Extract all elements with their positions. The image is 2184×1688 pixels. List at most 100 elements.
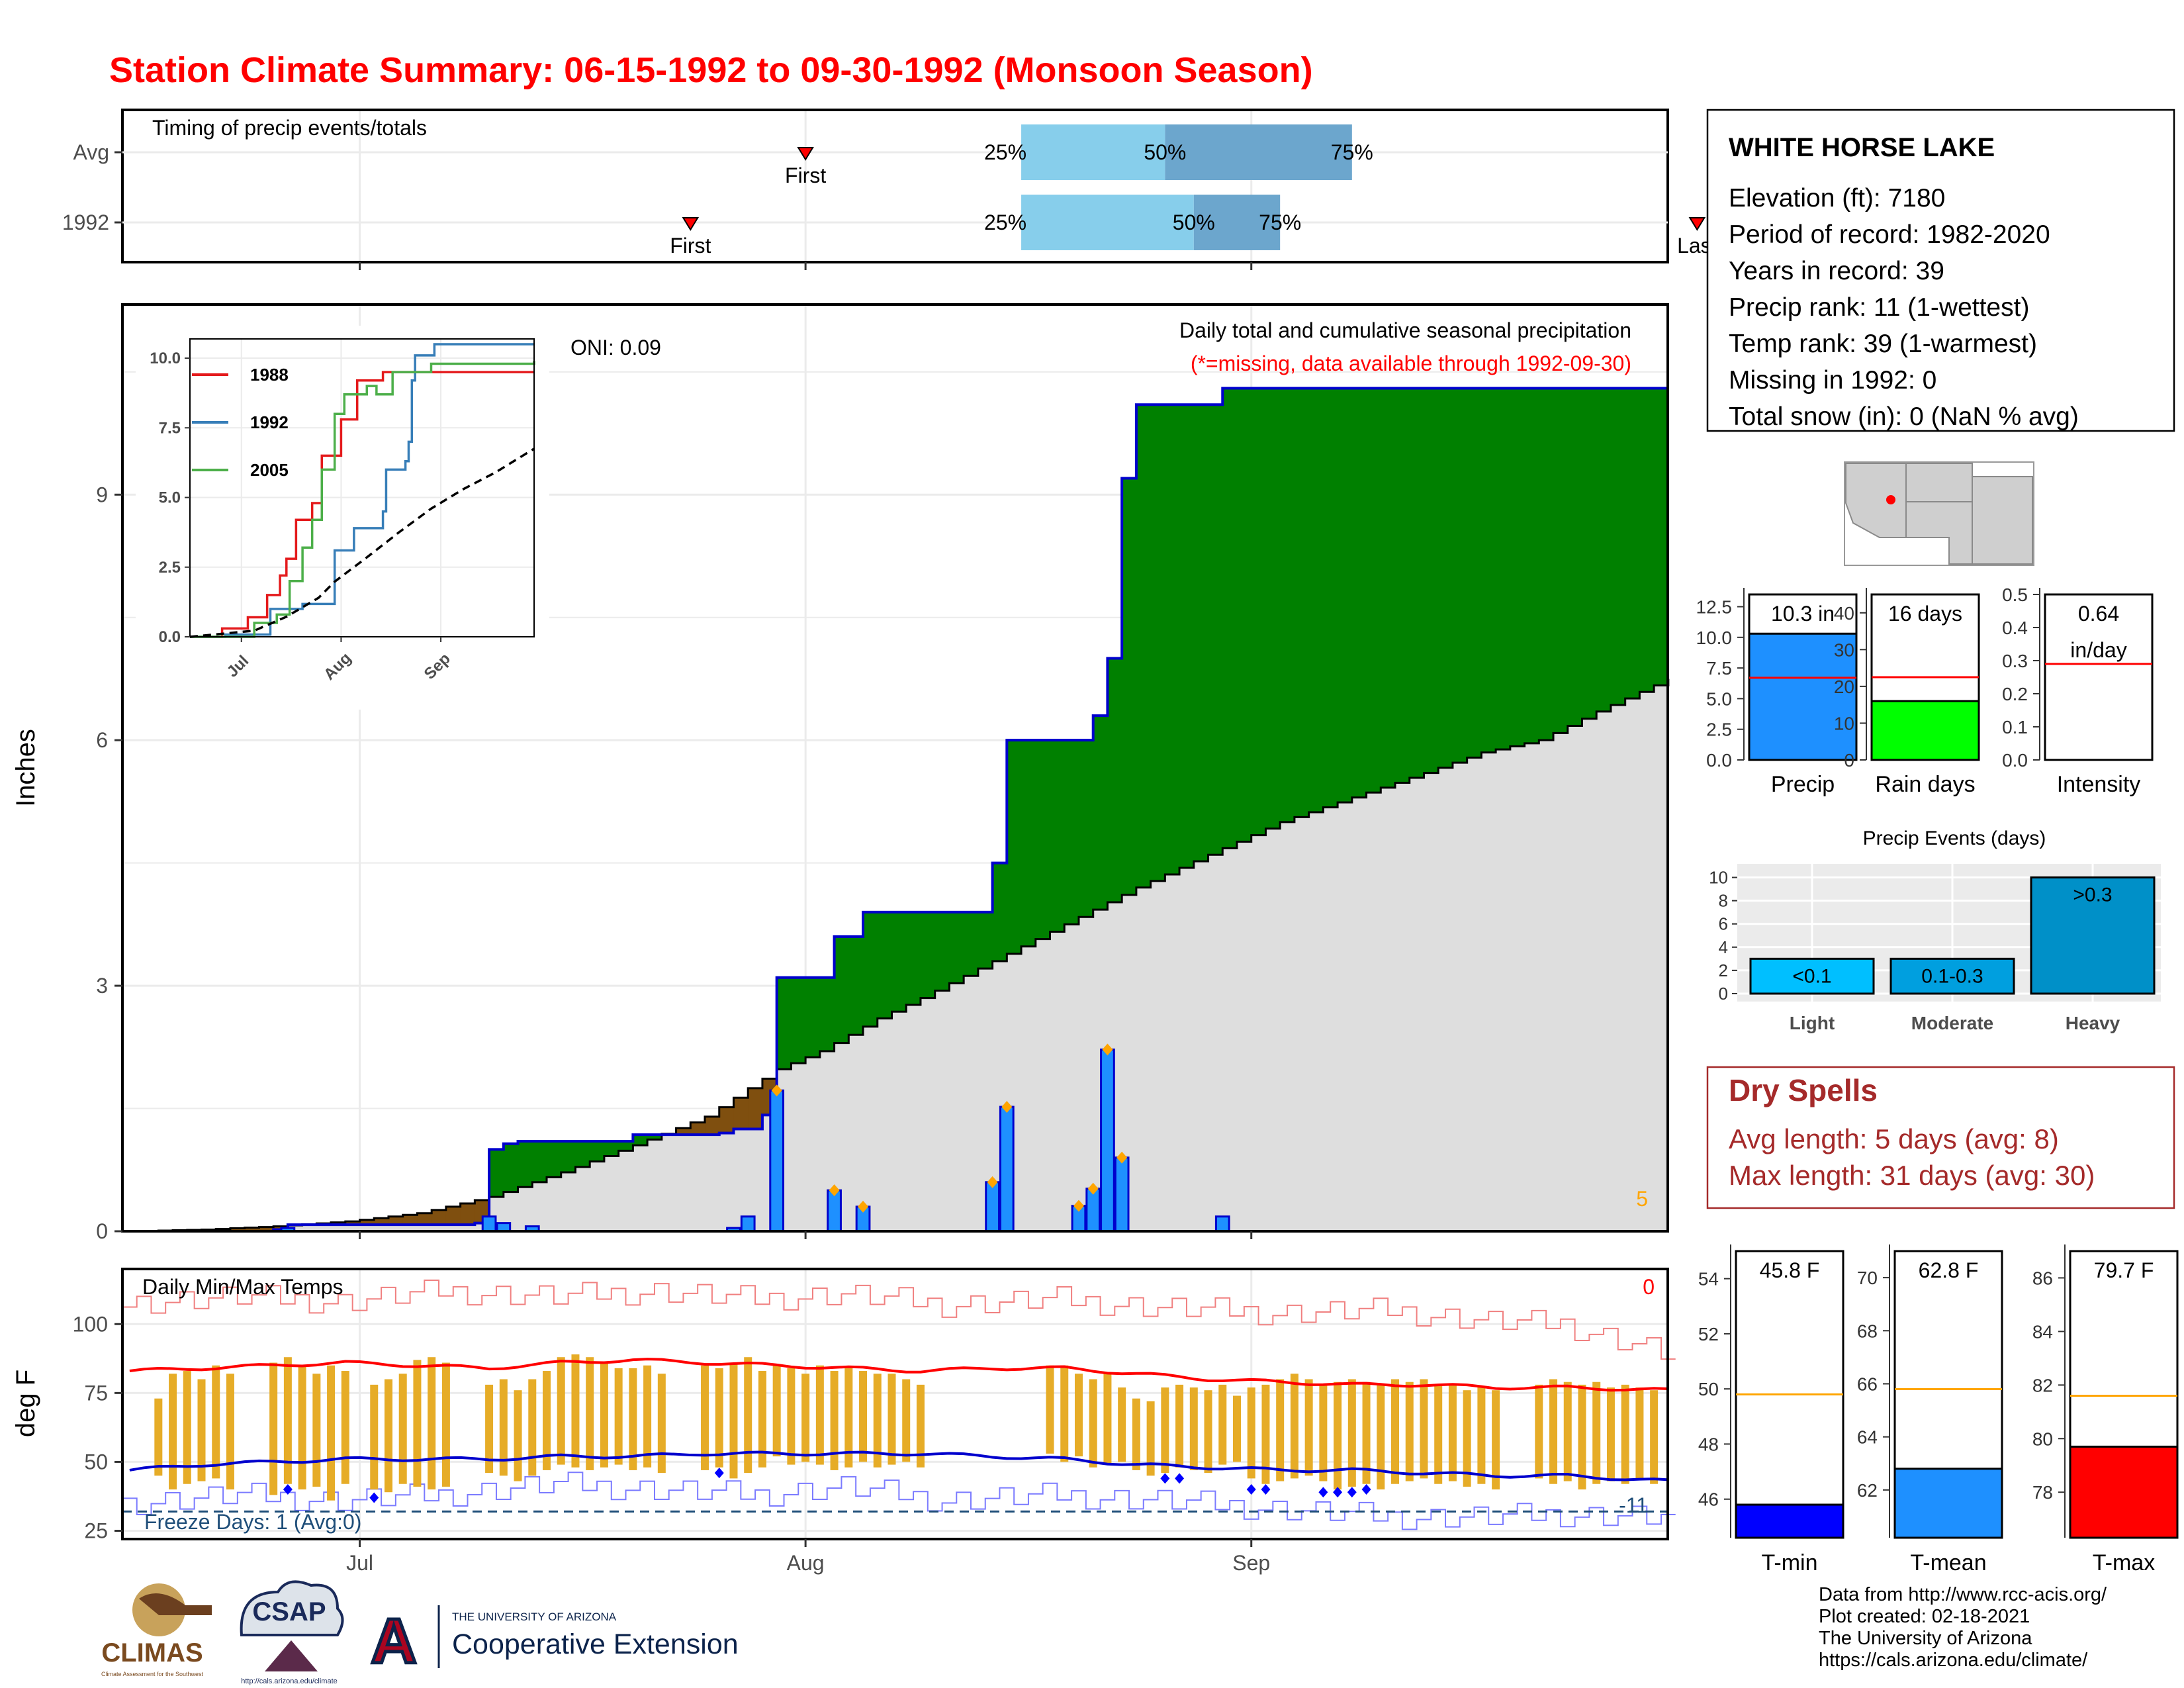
footer-credits: Data from http://www.rcc-acis.org/Plot c…: [1819, 1584, 2107, 1671]
daily-temp-range-bar: [1132, 1398, 1140, 1470]
daily-precip-bar: [985, 1181, 1000, 1233]
above-average-fill: [1050, 740, 1065, 932]
gauge-label: Intensity: [2057, 772, 2141, 797]
above-average-fill: [1107, 658, 1122, 902]
events-bar: [1889, 957, 2015, 995]
daily-temp-range-bar: [1304, 1379, 1313, 1476]
above-average-fill: [561, 1141, 576, 1172]
coop-extension: Cooperative Extension: [452, 1628, 739, 1660]
gauge-charts: 0.02.55.07.510.012.5 10.3 inPrecip0102030…: [1696, 585, 2179, 1575]
above-average-fill: [1179, 404, 1195, 868]
above-average-fill: [877, 912, 892, 1019]
gauge-value-label: 16 days: [1888, 602, 1962, 626]
daily-temp-range-bar: [1218, 1384, 1227, 1465]
freeze-marker: [1318, 1487, 1328, 1498]
gauge-label: T-max: [2093, 1550, 2155, 1575]
southwest-states-shape: [1845, 463, 2033, 565]
precip-panel: 0 3 6 9 Daily total and cumulative seasonal…: [11, 303, 1670, 1243]
daily-temp-range-bar: [283, 1357, 292, 1484]
station-location-dot: [1886, 495, 1895, 504]
credit-line: Data from http://www.rcc-acis.org/: [1819, 1584, 2107, 1605]
daily-temp-range-bar: [226, 1374, 234, 1490]
daily-precip-marker: [858, 1200, 869, 1213]
below-average-fill: [432, 1209, 447, 1225]
inset-line-1992: [190, 343, 534, 638]
daily-temp-range-bar: [1103, 1374, 1112, 1465]
above-average-fill: [1610, 388, 1626, 706]
gauge-ytick-label: 0.0: [2002, 750, 2028, 771]
temp-plot-frame: [121, 1268, 1669, 1540]
daily-temp-range-bar: [1448, 1384, 1457, 1481]
events-category-label: Heavy: [2066, 1013, 2120, 1033]
daily-precip-bar: [1100, 1049, 1115, 1233]
above-average-fill: [1093, 716, 1108, 910]
daily-temp-range-bar: [902, 1379, 911, 1462]
above-average-fill: [532, 1141, 547, 1182]
above-average-fill: [1510, 388, 1525, 747]
gauge-ytick-label: 84: [2032, 1321, 2053, 1342]
freeze-marker: [1246, 1484, 1256, 1495]
daily-temp-range-bar: [1650, 1390, 1659, 1484]
above-average-fill: [805, 977, 821, 1058]
above-average-fill: [1165, 404, 1180, 874]
above-average-fill: [604, 1141, 619, 1156]
climas-logo: CLIMAS Climate Assessment for the Southw…: [101, 1583, 212, 1677]
events-ytick-label: 6: [1719, 914, 1728, 934]
p75-label: 75%: [1259, 211, 1301, 234]
inset-line-1988: [190, 371, 534, 638]
above-average-fill: [547, 1141, 562, 1178]
daily-temp-range-bar: [341, 1371, 349, 1484]
credit-line: The University of Arizona: [1819, 1628, 2032, 1649]
month-axis-label: Aug: [787, 1551, 825, 1575]
daily-temp-range-bar: [298, 1365, 306, 1490]
freeze-marker: [1261, 1484, 1271, 1495]
events-category-label: Light: [1790, 1013, 1835, 1033]
gauge-ytick-label: 0.3: [2002, 651, 2028, 671]
gauge-fill-gauge-tmax: [2069, 1445, 2179, 1539]
gauge-value-label: 79.7 F: [2094, 1258, 2154, 1282]
daily-temp-range-bar: [657, 1374, 666, 1474]
gauge-ytick-label: 0: [1844, 750, 1854, 771]
above-average-fill: [633, 1135, 648, 1146]
gauge-ytick-label: 82: [2032, 1375, 2053, 1395]
above-average-fill: [819, 977, 835, 1051]
gauge-ytick-label: 54: [1698, 1269, 1719, 1289]
daily-temp-range-bar: [1319, 1384, 1328, 1481]
gauge-ytick-label: 2.5: [1706, 720, 1732, 740]
below-average-fill: [374, 1218, 389, 1225]
precip-ytick-label: 0: [96, 1219, 108, 1243]
above-average-fill: [891, 912, 907, 1012]
above-average-fill: [1481, 388, 1496, 753]
events-bar-label: <0.1: [1792, 965, 1831, 987]
daily-temp-range-bar: [1161, 1387, 1169, 1474]
gauge-ytick-label: 50: [1698, 1379, 1719, 1399]
below-average-fill: [259, 1227, 274, 1231]
daily-precip-bar: [740, 1215, 756, 1233]
timing-row-label: Avg: [73, 140, 109, 164]
daily-temp-range-bar: [514, 1390, 522, 1481]
daily-temp-range-bar: [1377, 1384, 1385, 1490]
csap-logo: CSAP http://cals.arizona.edu/climate: [240, 1580, 344, 1685]
gauge-ytick-label: 0.2: [2002, 684, 2028, 704]
freeze-marker: [1160, 1473, 1170, 1484]
timing-row-label: 1992: [62, 211, 109, 234]
daily-temp-range-bar: [701, 1365, 709, 1470]
p75-label: 75%: [1331, 140, 1373, 164]
gauge-value-label: 10.3 in: [1771, 602, 1835, 626]
daily-temp-range-bar: [370, 1384, 379, 1490]
timing-panel: Timing of precip events/totals Avg 25% 50%…: [62, 109, 2019, 270]
daily-temp-range-bar: [183, 1371, 191, 1484]
daily-temp-range-bar: [212, 1365, 220, 1479]
freeze-marker: [283, 1484, 293, 1495]
daily-temp-range-bar: [1621, 1384, 1629, 1484]
daily-temp-range-bar: [1563, 1382, 1572, 1481]
temp-ytick-label: 75: [84, 1381, 108, 1405]
daily-temp-range-bar: [1290, 1374, 1298, 1479]
gauge-ytick-label: 40: [1834, 603, 1854, 624]
gauge-ytick-label: 10.0: [1696, 628, 1733, 648]
above-average-fill: [1625, 388, 1640, 699]
below-average-fill: [388, 1216, 404, 1225]
csap-cloud-shape: [240, 1580, 344, 1636]
csap-wordmark: CSAP: [252, 1597, 326, 1626]
daily-precip-marker: [771, 1084, 782, 1097]
